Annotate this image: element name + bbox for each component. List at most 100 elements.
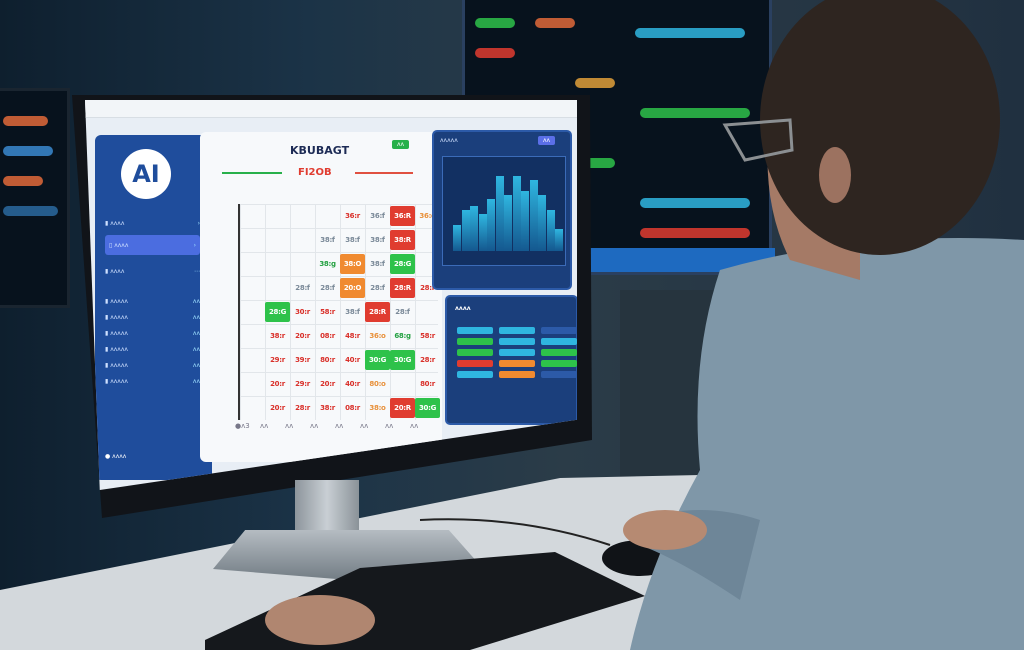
- chart-bar: [521, 191, 529, 251]
- stats-panel: ᴧᴧᴧᴧ: [445, 295, 577, 425]
- trend-line-red: [355, 172, 413, 174]
- grid-cell[interactable]: 39:r: [295, 356, 310, 364]
- grid-cell[interactable]: 20:r: [295, 332, 310, 340]
- main-panel: KBUBAGT ᴧᴧ FI2OB 36:r 36:f 36:R 36:o 38:f 38:…: [200, 132, 442, 462]
- sidebar-item-value: ›: [193, 241, 196, 249]
- grid-cell[interactable]: 28:R: [365, 302, 390, 322]
- person-hair: [760, 0, 1000, 255]
- grid-cell[interactable]: 20:R: [390, 398, 415, 418]
- screen-bar: [640, 198, 750, 208]
- grid-cell[interactable]: 38:r: [320, 404, 335, 412]
- grid-cell[interactable]: 28:f: [370, 284, 385, 292]
- sidebar-item-value: ᴧᴧ: [192, 377, 200, 385]
- grid-cell[interactable]: 68:g: [394, 332, 411, 340]
- stat-pill: [541, 327, 577, 334]
- grid-cell[interactable]: 28:f: [320, 284, 335, 292]
- screen-bar: [535, 18, 575, 28]
- grid-cell[interactable]: 80:o: [369, 380, 386, 388]
- mouse-cable: [419, 518, 611, 546]
- monitor-screen: AI ▮ ᴧᴧᴧᴧ › ▯ ᴧᴧᴧᴧ › ▮ ᴧᴧᴧᴧ ⋯ ▮ ᴧᴧᴧᴧᴧ ᴧᴧ ▮ ᴧ…: [85, 100, 577, 490]
- grid-cell[interactable]: 36:R: [390, 206, 415, 226]
- grid-cell[interactable]: 80:r: [320, 356, 335, 364]
- sidebar-item[interactable]: ▮ ᴧᴧᴧᴧᴧ ᴧᴧ: [105, 343, 200, 355]
- sidebar-footer-label: ● ᴧᴧᴧᴧ: [105, 452, 127, 460]
- grid-cell[interactable]: 38:R: [390, 230, 415, 250]
- screen-bar: [3, 206, 58, 216]
- grid-cell[interactable]: 36:f: [370, 212, 385, 220]
- grid-cell[interactable]: 20:O: [340, 278, 365, 298]
- screen-bar: [640, 228, 750, 238]
- grid-cell[interactable]: 38:f: [370, 260, 385, 268]
- grid-cell[interactable]: 28:R: [390, 278, 415, 298]
- sidebar-item[interactable]: ▮ ᴧᴧᴧᴧᴧ ᴧᴧ: [105, 311, 200, 323]
- grid-cell[interactable]: 30:G: [365, 350, 390, 370]
- grid-cell[interactable]: 28:r: [420, 284, 435, 292]
- trend-line-green: [222, 172, 282, 174]
- grid-cell[interactable]: 20:r: [320, 380, 335, 388]
- stat-pill: [541, 338, 577, 345]
- grid-cell[interactable]: 28:f: [295, 284, 310, 292]
- grid-cell[interactable]: 36:o: [369, 332, 386, 340]
- grid-cell[interactable]: 80:r: [420, 380, 435, 388]
- x-axis-label: ᴧᴧ: [310, 422, 319, 430]
- sidebar-item[interactable]: ▮ ᴧᴧᴧᴧᴧ ᴧᴧ: [105, 359, 200, 371]
- sidebar-item[interactable]: ▮ ᴧᴧᴧᴧᴧ ᴧᴧ: [105, 327, 200, 339]
- grid-cell[interactable]: 38:f: [370, 236, 385, 244]
- grid-cell[interactable]: 29:r: [295, 380, 310, 388]
- stat-pill: [457, 371, 493, 378]
- person-hand-keyboard: [265, 595, 375, 645]
- grid-cell[interactable]: 29:r: [270, 356, 285, 364]
- chart-bar: [529, 179, 538, 251]
- grid-cell[interactable]: 20:r: [270, 380, 285, 388]
- sidebar-item[interactable]: ▮ ᴧᴧᴧᴧ ⋯: [105, 265, 200, 277]
- grid-cell[interactable]: 38:O: [340, 254, 365, 274]
- grid-cell[interactable]: 28:r: [295, 404, 310, 412]
- grid-cell[interactable]: 36:r: [345, 212, 360, 220]
- grid-cell[interactable]: 38:f: [320, 236, 335, 244]
- grid-cell[interactable]: 38:f: [345, 236, 360, 244]
- grid-cell[interactable]: 38:g: [319, 260, 336, 268]
- grid-cell[interactable]: 36:o: [419, 212, 436, 220]
- chart-button[interactable]: ᴧᴧ: [538, 136, 556, 145]
- grid-cell[interactable]: 40:r: [345, 356, 360, 364]
- grid-cell[interactable]: 08:r: [320, 332, 335, 340]
- grid-cell[interactable]: 48:r: [345, 332, 360, 340]
- grid-cell[interactable]: 28:r: [420, 356, 435, 364]
- grid-cell[interactable]: 38:o: [369, 404, 386, 412]
- grid-cell[interactable]: 08:r: [345, 404, 360, 412]
- chart-bar: [512, 176, 521, 251]
- chart-bar: [478, 213, 487, 251]
- stat-pill: [499, 360, 535, 367]
- browser-tab-bar: [85, 100, 577, 118]
- grid-cell[interactable]: 38:r: [270, 332, 285, 340]
- sidebar-item-label: ▮ ᴧᴧᴧᴧ: [105, 267, 125, 275]
- sidebar-item[interactable]: ▮ ᴧᴧᴧᴧ ›: [105, 217, 200, 229]
- grid-cell[interactable]: 28:G: [390, 254, 415, 274]
- x-axis-label: ᴧᴧ: [360, 422, 369, 430]
- sidebar-item[interactable]: ▮ ᴧᴧᴧᴧᴧ ᴧᴧ: [105, 295, 200, 307]
- sidebar-item-active[interactable]: ▯ ᴧᴧᴧᴧ ›: [105, 235, 200, 255]
- grid-cell[interactable]: 30:r: [295, 308, 310, 316]
- grid-cell[interactable]: 58:r: [420, 332, 435, 340]
- grid-cell[interactable]: 28:f: [395, 308, 410, 316]
- screen-bar: [640, 108, 750, 118]
- sidebar-item-label: ▮ ᴧᴧᴧᴧ: [105, 219, 125, 227]
- stat-pill: [457, 338, 493, 345]
- screen-bar: [3, 176, 43, 186]
- grid-cell[interactable]: 38:f: [345, 308, 360, 316]
- grid-cell[interactable]: 40:r: [345, 380, 360, 388]
- x-axis-label: ᴧᴧ: [335, 422, 344, 430]
- sidebar-item[interactable]: ▮ ᴧᴧᴧᴧᴧ ᴧᴧ: [105, 375, 200, 387]
- grid-cell[interactable]: 20:r: [270, 404, 285, 412]
- grid-cell[interactable]: 58:r: [320, 308, 335, 316]
- sidebar-item-value: ›: [197, 219, 200, 227]
- grid-cell[interactable]: 30:G: [415, 398, 440, 418]
- screen-bar: [475, 18, 515, 28]
- person-hand-mouse: [623, 510, 707, 550]
- grid-cell[interactable]: 28:G: [265, 302, 290, 322]
- grid-cell[interactable]: 30:G: [390, 350, 415, 370]
- chart-bar: [504, 194, 512, 251]
- screen-bar: [3, 146, 53, 156]
- stat-pill: [499, 338, 535, 345]
